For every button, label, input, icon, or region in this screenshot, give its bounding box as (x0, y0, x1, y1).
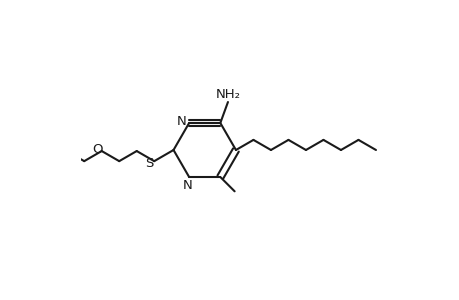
Text: N: N (182, 179, 192, 192)
Text: S: S (145, 157, 153, 170)
Text: NH₂: NH₂ (216, 88, 241, 101)
Text: O: O (92, 143, 102, 156)
Text: N: N (176, 115, 186, 128)
